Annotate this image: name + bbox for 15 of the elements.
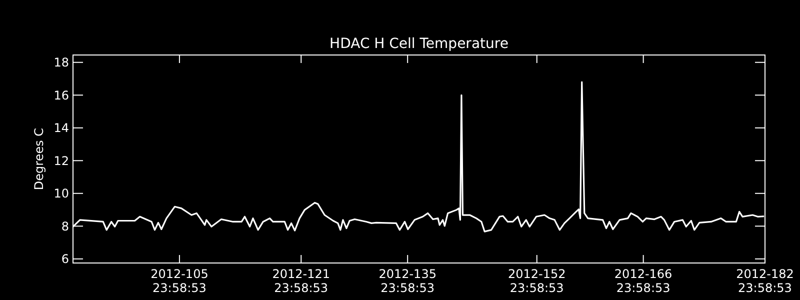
chart-title: HDAC H Cell Temperature	[330, 36, 508, 52]
y-tick-label: 8	[61, 219, 69, 234]
y-tick-label: 16	[54, 88, 69, 102]
x-tick-label: 2012-182 23:58:53	[736, 267, 794, 295]
y-tick-label: 10	[54, 186, 69, 201]
y-axis-title: Degrees C	[32, 128, 46, 190]
x-tick-label: 2012-105 23:58:53	[150, 267, 208, 295]
x-tick-label: 2012-152 23:58:53	[508, 267, 566, 295]
y-tick-label: 18	[54, 56, 69, 70]
x-tick-label: 2012-135 23:58:53	[378, 267, 436, 295]
y-tick-label: 14	[54, 121, 69, 136]
x-tick-label: 2012-166 23:58:53	[614, 267, 672, 295]
x-tick-label: 2012-121 23:58:53	[272, 267, 330, 295]
y-tick-label: 12	[54, 154, 69, 168]
y-tick-label: 6	[61, 252, 69, 266]
